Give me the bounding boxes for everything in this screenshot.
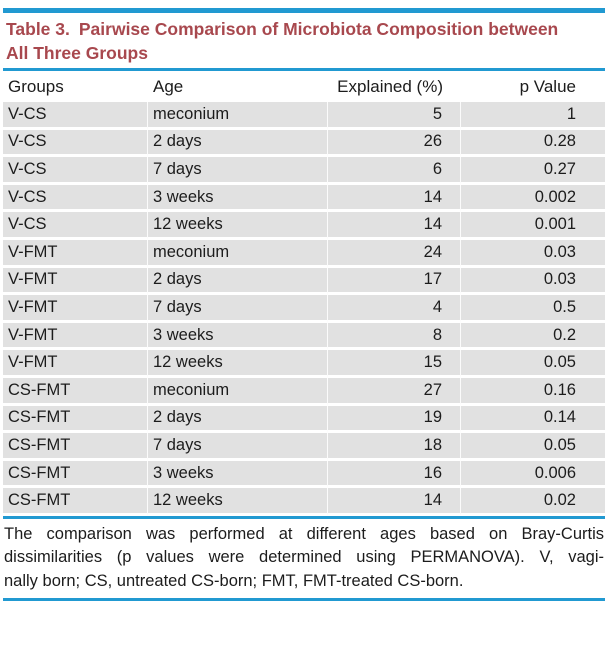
cell-age: 2 days — [148, 405, 328, 434]
cell-groups: CS-FMT — [3, 405, 148, 434]
column-header-explained: Explained (%) — [328, 71, 461, 102]
cell-groups: V-CS — [3, 157, 148, 185]
cell-groups: V-FMT — [3, 295, 148, 323]
cell-explained: 6 — [328, 157, 461, 185]
cell-explained: 17 — [328, 267, 461, 296]
cell-explained: 15 — [328, 350, 461, 378]
cell-explained: 24 — [328, 239, 461, 268]
cell-p-value: 0.03 — [461, 239, 605, 268]
cell-groups: V-CS — [3, 102, 148, 130]
table-row: V-FMT 3 weeks 8 0.2 — [3, 322, 605, 351]
table-row: CS-FMT 12 weeks 14 0.02 — [3, 488, 605, 516]
cell-p-value: 0.27 — [461, 157, 605, 185]
cell-explained: 8 — [328, 322, 461, 351]
table-bottom-rule — [3, 515, 605, 519]
cell-age: meconium — [148, 102, 328, 130]
table-row: V-FMT meconium 24 0.03 — [3, 239, 605, 268]
table-row: V-CS meconium 5 1 — [3, 102, 605, 130]
cell-p-value: 1 — [461, 102, 605, 130]
cell-age: 7 days — [148, 295, 328, 323]
cell-groups: V-FMT — [3, 267, 148, 296]
column-header-p-value: p Value — [461, 71, 605, 102]
cell-p-value: 0.05 — [461, 350, 605, 378]
table-row: V-CS 2 days 26 0.28 — [3, 129, 605, 158]
table-title-text: Pairwise Comparison of Microbiota Compos… — [6, 19, 559, 63]
table-title: Table 3. Pairwise Comparison of Microbiot… — [3, 13, 581, 68]
cell-explained: 18 — [328, 433, 461, 461]
cell-groups: V-CS — [3, 129, 148, 158]
top-rule — [3, 8, 605, 13]
table-row: CS-FMT meconium 27 0.16 — [3, 377, 605, 406]
cell-groups: CS-FMT — [3, 377, 148, 406]
cell-p-value: 0.16 — [461, 377, 605, 406]
cell-explained: 26 — [328, 129, 461, 158]
cell-explained: 14 — [328, 184, 461, 213]
cell-groups: V-CS — [3, 212, 148, 240]
cell-explained: 16 — [328, 460, 461, 489]
cell-p-value: 0.5 — [461, 295, 605, 323]
table-footnote: The comparison was performed at differen… — [3, 519, 605, 599]
table-header-row: Groups Age Explained (%) p Value — [3, 71, 605, 102]
table-row: CS-FMT 2 days 19 0.14 — [3, 405, 605, 434]
cell-p-value: 0.02 — [461, 488, 605, 516]
cell-age: 12 weeks — [148, 212, 328, 240]
table-row: V-FMT 7 days 4 0.5 — [3, 295, 605, 323]
table-row: CS-FMT 3 weeks 16 0.006 — [3, 460, 605, 489]
table-number-label: Table 3. — [6, 19, 70, 39]
cell-age: 3 weeks — [148, 460, 328, 489]
cell-age: 2 days — [148, 129, 328, 158]
column-header-age: Age — [148, 71, 328, 102]
cell-p-value: 0.28 — [461, 129, 605, 158]
cell-age: 2 days — [148, 267, 328, 296]
cell-age: meconium — [148, 239, 328, 268]
table-body: V-CS meconium 5 1 V-CS 2 days 26 0.28 V-CS 7 days… — [3, 102, 605, 516]
table-row: V-CS 12 weeks 14 0.001 — [3, 212, 605, 240]
data-table: Groups Age Explained (%) p Value V-CS mec… — [3, 71, 605, 516]
footnote-line: The comparison was performed at differen… — [4, 524, 604, 543]
table-row: CS-FMT 7 days 18 0.05 — [3, 433, 605, 461]
table-row: V-FMT 12 weeks 15 0.05 — [3, 350, 605, 378]
cell-explained: 19 — [328, 405, 461, 434]
title-rule — [3, 68, 605, 71]
table-row: V-CS 3 weeks 14 0.002 — [3, 184, 605, 213]
cell-groups: V-CS — [3, 184, 148, 213]
cell-groups: V-FMT — [3, 239, 148, 268]
cell-age: 3 weeks — [148, 184, 328, 213]
cell-explained: 4 — [328, 295, 461, 323]
cell-groups: V-FMT — [3, 322, 148, 351]
cell-p-value: 0.2 — [461, 322, 605, 351]
cell-explained: 5 — [328, 102, 461, 130]
cell-groups: CS-FMT — [3, 488, 148, 516]
bottom-rule — [3, 598, 605, 602]
cell-p-value: 0.002 — [461, 184, 605, 213]
cell-age: 3 weeks — [148, 322, 328, 351]
paper-table-figure: Table 3. Pairwise Comparison of Microbiot… — [3, 8, 605, 602]
cell-explained: 14 — [328, 488, 461, 516]
cell-age: 12 weeks — [148, 350, 328, 378]
cell-p-value: 0.05 — [461, 433, 605, 461]
cell-p-value: 0.006 — [461, 460, 605, 489]
column-header-groups: Groups — [3, 71, 148, 102]
footnote-line: dissimilarities (p values were determine… — [4, 548, 604, 567]
cell-age: 12 weeks — [148, 488, 328, 516]
cell-groups: CS-FMT — [3, 433, 148, 461]
cell-groups: CS-FMT — [3, 460, 148, 489]
cell-explained: 27 — [328, 377, 461, 406]
table-row: V-FMT 2 days 17 0.03 — [3, 267, 605, 296]
cell-age: meconium — [148, 377, 328, 406]
cell-age: 7 days — [148, 157, 328, 185]
cell-explained: 14 — [328, 212, 461, 240]
cell-age: 7 days — [148, 433, 328, 461]
cell-p-value: 0.03 — [461, 267, 605, 296]
cell-p-value: 0.14 — [461, 405, 605, 434]
cell-groups: V-FMT — [3, 350, 148, 378]
footnote-line: nally born; CS, untreated CS-born; FMT, … — [4, 571, 464, 590]
table-row: V-CS 7 days 6 0.27 — [3, 157, 605, 185]
cell-p-value: 0.001 — [461, 212, 605, 240]
